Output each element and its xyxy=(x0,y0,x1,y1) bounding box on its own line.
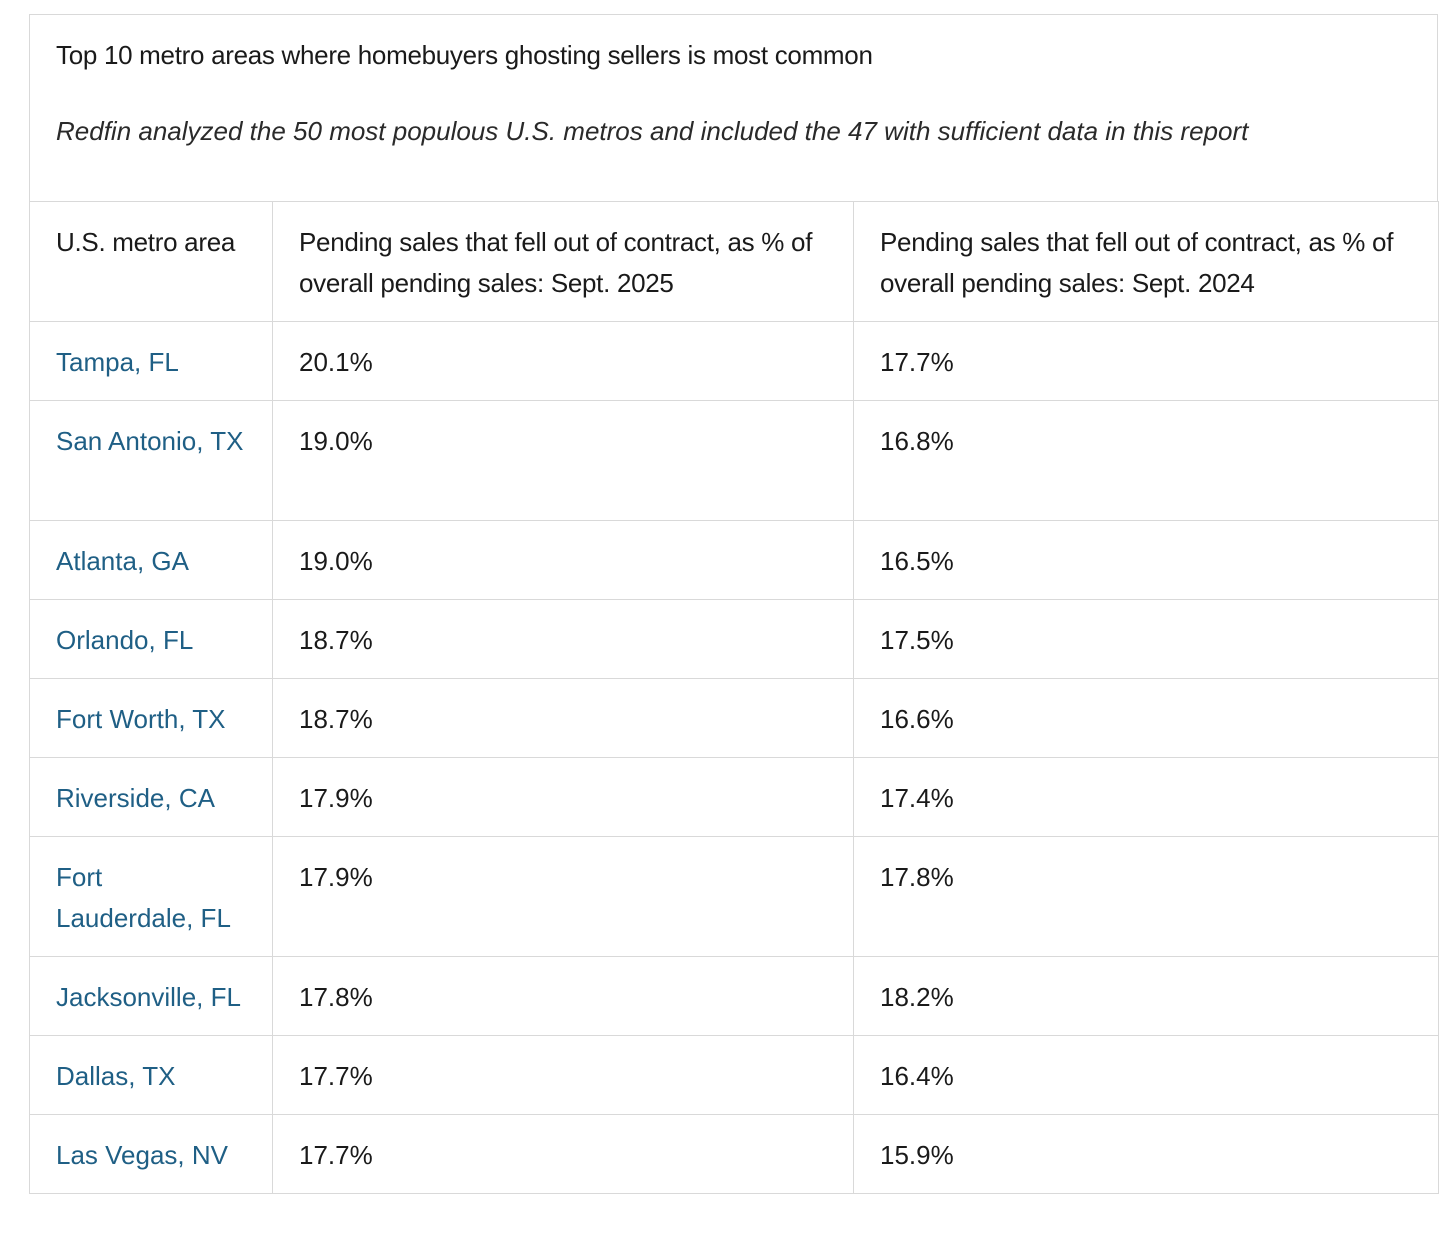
metro-link[interactable]: San Antonio, TX xyxy=(29,400,273,521)
value-sept-2024: 16.5% xyxy=(853,520,1439,600)
table-row: Tampa, FL 20.1% 17.7% xyxy=(29,321,1439,401)
value-sept-2025: 18.7% xyxy=(272,678,854,758)
value-sept-2025: 17.9% xyxy=(272,836,854,957)
table-row: Jacksonville, FL 17.8% 18.2% xyxy=(29,956,1439,1036)
value-sept-2025: 18.7% xyxy=(272,599,854,679)
value-sept-2024: 16.6% xyxy=(853,678,1439,758)
value-sept-2024: 15.9% xyxy=(853,1114,1439,1194)
table-row: Dallas, TX 17.7% 16.4% xyxy=(29,1035,1439,1115)
metro-link[interactable]: Jacksonville, FL xyxy=(29,956,273,1036)
value-sept-2025: 17.7% xyxy=(272,1035,854,1115)
metro-link[interactable]: Riverside, CA xyxy=(29,757,273,837)
table-row: Las Vegas, NV 17.7% 15.9% xyxy=(29,1114,1439,1194)
table-title: Top 10 metro areas where homebuyers ghos… xyxy=(56,40,873,70)
table-row: San Antonio, TX 19.0% 16.8% xyxy=(29,400,1439,521)
value-sept-2024: 16.8% xyxy=(853,400,1439,521)
table-row: Atlanta, GA 19.0% 16.5% xyxy=(29,520,1439,600)
metro-link[interactable]: Las Vegas, NV xyxy=(29,1114,273,1194)
value-sept-2024: 17.5% xyxy=(853,599,1439,679)
value-sept-2025: 17.7% xyxy=(272,1114,854,1194)
metro-link[interactable]: Fort Lauderdale, FL xyxy=(29,836,273,957)
metro-link[interactable]: Atlanta, GA xyxy=(29,520,273,600)
value-sept-2025: 19.0% xyxy=(272,400,854,521)
value-sept-2025: 20.1% xyxy=(272,321,854,401)
table-row: Fort Worth, TX 18.7% 16.6% xyxy=(29,678,1439,758)
value-sept-2024: 16.4% xyxy=(853,1035,1439,1115)
header-sept-2025: Pending sales that fell out of contract,… xyxy=(272,201,854,322)
table-caption: Top 10 metro areas where homebuyers ghos… xyxy=(29,14,1438,201)
metro-table-container: Top 10 metro areas where homebuyers ghos… xyxy=(29,14,1439,1194)
header-sept-2024: Pending sales that fell out of contract,… xyxy=(853,201,1439,322)
value-sept-2024: 17.8% xyxy=(853,836,1439,957)
value-sept-2024: 17.7% xyxy=(853,321,1439,401)
table-header-row: U.S. metro area Pending sales that fell … xyxy=(29,201,1439,322)
metro-link[interactable]: Fort Worth, TX xyxy=(29,678,273,758)
table-row: Orlando, FL 18.7% 17.5% xyxy=(29,599,1439,679)
metro-link[interactable]: Dallas, TX xyxy=(29,1035,273,1115)
metro-link[interactable]: Tampa, FL xyxy=(29,321,273,401)
value-sept-2024: 18.2% xyxy=(853,956,1439,1036)
metro-link[interactable]: Orlando, FL xyxy=(29,599,273,679)
value-sept-2025: 17.8% xyxy=(272,956,854,1036)
header-metro-area: U.S. metro area xyxy=(29,201,273,322)
table-row: Riverside, CA 17.9% 17.4% xyxy=(29,757,1439,837)
value-sept-2025: 19.0% xyxy=(272,520,854,600)
metro-table: U.S. metro area Pending sales that fell … xyxy=(29,201,1439,1194)
value-sept-2025: 17.9% xyxy=(272,757,854,837)
table-row: Fort Lauderdale, FL 17.9% 17.8% xyxy=(29,836,1439,957)
value-sept-2024: 17.4% xyxy=(853,757,1439,837)
table-subtitle: Redfin analyzed the 50 most populous U.S… xyxy=(56,116,1249,146)
